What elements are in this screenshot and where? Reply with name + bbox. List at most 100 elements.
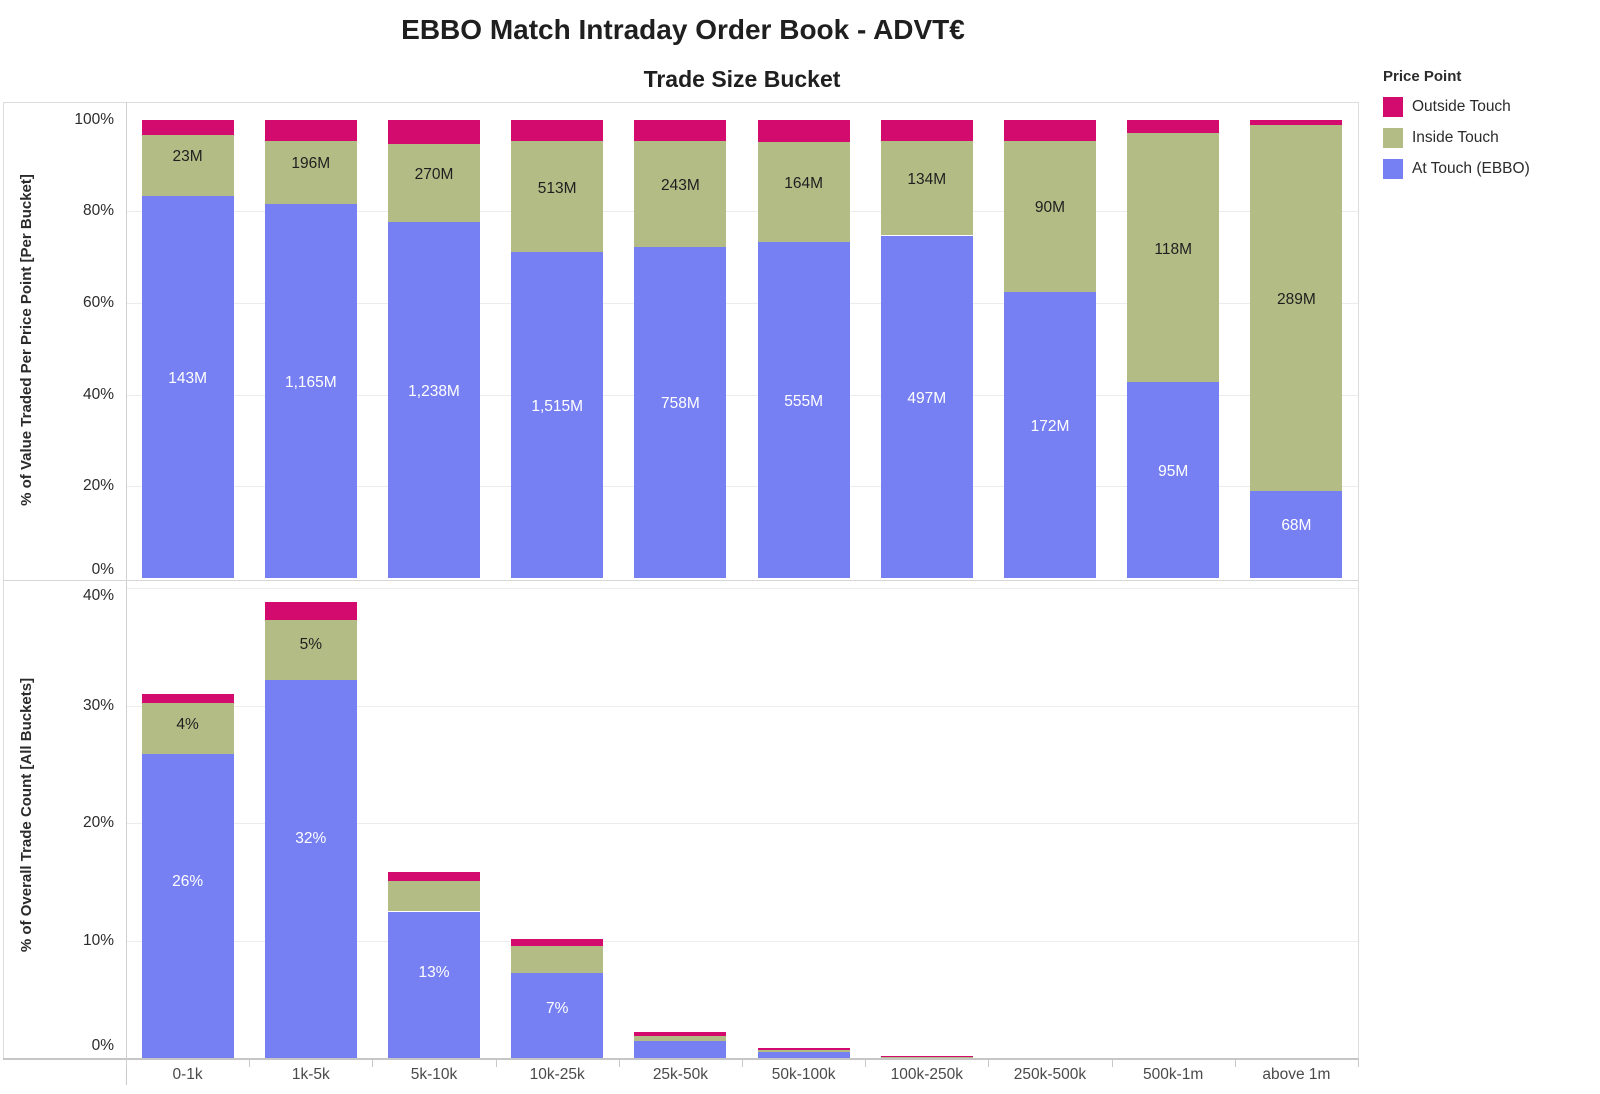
y-axis-line bbox=[126, 102, 127, 1066]
bar-segment-at_touch[interactable] bbox=[388, 222, 480, 578]
bar-value-label: 68M bbox=[1281, 517, 1312, 535]
bar-segment-outside[interactable] bbox=[511, 119, 604, 142]
bar-segment-at_touch[interactable] bbox=[264, 204, 357, 578]
y-tick-label: 0% bbox=[91, 1037, 114, 1054]
legend-item-label: Inside Touch bbox=[1412, 129, 1499, 146]
axis-tick bbox=[1235, 1059, 1236, 1067]
x-category-label: 10k-25k bbox=[529, 1066, 585, 1083]
bar-segment-at_touch[interactable] bbox=[634, 1040, 727, 1059]
bar-segment-inside[interactable] bbox=[388, 143, 480, 223]
y-tick-label: 60% bbox=[82, 293, 114, 311]
bar-segment-inside[interactable] bbox=[141, 134, 234, 197]
legend-item-outside[interactable]: Outside Touch bbox=[1383, 97, 1530, 117]
legend-item-inside[interactable]: Inside Touch bbox=[1383, 128, 1530, 148]
bar-segment-inside[interactable] bbox=[634, 1035, 727, 1041]
axis-tick bbox=[1358, 1059, 1359, 1067]
bar-value-label: 164M bbox=[784, 175, 823, 193]
legend-swatch-inside bbox=[1383, 128, 1403, 148]
x-axis-line bbox=[3, 1058, 1359, 1060]
bar-value-label: 1,238M bbox=[408, 383, 460, 401]
y-tick-label: 0% bbox=[91, 561, 114, 578]
bar-segment-inside[interactable] bbox=[1250, 125, 1343, 491]
bar-segment-outside[interactable] bbox=[634, 119, 727, 141]
bar-value-label: 196M bbox=[291, 155, 331, 173]
bar-segment-at_touch[interactable] bbox=[880, 235, 973, 578]
bar-segment-at_touch[interactable] bbox=[388, 911, 480, 1059]
bar-segment-outside[interactable] bbox=[1004, 119, 1096, 142]
legend-items: Outside Touch Inside Touch At Touch (EBBO) bbox=[1383, 97, 1530, 179]
bar-segment-inside[interactable] bbox=[141, 703, 234, 754]
bar-segment-inside[interactable] bbox=[1004, 141, 1096, 292]
plot-border-right bbox=[1358, 102, 1359, 1059]
y-tick-label: 40% bbox=[82, 587, 114, 604]
gridline bbox=[127, 940, 1358, 942]
y-tick-label: 80% bbox=[82, 202, 114, 220]
gridline bbox=[127, 394, 1358, 396]
bar-segment-outside[interactable] bbox=[264, 119, 357, 141]
legend-item-at_touch[interactable]: At Touch (EBBO) bbox=[1383, 159, 1530, 179]
bar-segment-inside[interactable] bbox=[757, 1049, 850, 1053]
bar-segment-outside[interactable] bbox=[1127, 119, 1220, 134]
bar-value-label: 758M bbox=[661, 395, 700, 413]
bar-segment-outside[interactable] bbox=[141, 693, 234, 704]
bar-segment-inside[interactable] bbox=[1127, 133, 1220, 382]
axis-tick bbox=[742, 1059, 743, 1067]
x-category-label: 25k-50k bbox=[652, 1066, 708, 1083]
axis-tick bbox=[496, 1059, 497, 1067]
plot-border-top bbox=[3, 102, 1358, 103]
bar-segment-at_touch[interactable] bbox=[757, 242, 850, 578]
bar-segment-at_touch[interactable] bbox=[511, 972, 604, 1059]
bar-segment-inside[interactable] bbox=[264, 140, 357, 205]
bar-segment-outside[interactable] bbox=[1250, 119, 1343, 126]
bar-segment-at_touch[interactable] bbox=[634, 246, 727, 578]
bar-segment-outside[interactable] bbox=[264, 602, 357, 620]
bar-value-label: 90M bbox=[1034, 199, 1066, 217]
x-axis-title: Trade Size Bucket bbox=[643, 66, 841, 92]
bar-segment-outside[interactable] bbox=[880, 1055, 973, 1057]
bar-segment-at_touch[interactable] bbox=[1127, 381, 1220, 578]
bar-segment-inside[interactable] bbox=[388, 880, 480, 912]
y-tick-label: 30% bbox=[82, 696, 114, 714]
bar-value-label: 32% bbox=[295, 829, 327, 847]
y-tick-label: 40% bbox=[82, 385, 114, 403]
bar-segment-inside[interactable] bbox=[511, 945, 604, 973]
x-category-label: 1k-5k bbox=[291, 1066, 330, 1083]
bar-segment-at_touch[interactable] bbox=[511, 252, 604, 578]
bar-value-label: 513M bbox=[537, 179, 577, 197]
bar-segment-at_touch[interactable] bbox=[264, 679, 357, 1059]
bar-value-label: 270M bbox=[414, 166, 454, 183]
x-category-label: 0-1k bbox=[172, 1066, 203, 1083]
bar-value-label: 13% bbox=[418, 964, 450, 982]
y-tick-label: 20% bbox=[82, 477, 114, 495]
panel-separator-line bbox=[3, 580, 1358, 581]
bar-segment-at_touch[interactable] bbox=[1004, 291, 1096, 578]
bar-segment-outside[interactable] bbox=[634, 1032, 727, 1036]
x-category-label: 250k-500k bbox=[1013, 1066, 1087, 1083]
bar-segment-inside[interactable] bbox=[757, 141, 850, 243]
bar-segment-at_touch[interactable] bbox=[1250, 490, 1343, 578]
bar-segment-inside[interactable] bbox=[880, 1056, 973, 1058]
bar-value-label: 7% bbox=[545, 999, 569, 1017]
bar-segment-at_touch[interactable] bbox=[141, 196, 234, 578]
bar-value-label: 4% bbox=[176, 715, 199, 733]
legend-item-label: At Touch (EBBO) bbox=[1412, 160, 1530, 177]
x-category-label: above 1m bbox=[1262, 1066, 1331, 1083]
bar-segment-inside[interactable] bbox=[634, 140, 727, 247]
bar-segment-at_touch[interactable] bbox=[141, 753, 234, 1059]
chart-title: EBBO Match Intraday Order Book - ADVT€ bbox=[401, 14, 965, 45]
bar-segment-outside[interactable] bbox=[757, 1047, 850, 1050]
bar-segment-outside[interactable] bbox=[511, 938, 604, 946]
bar-segment-outside[interactable] bbox=[880, 119, 973, 142]
bar-segment-inside[interactable] bbox=[880, 141, 973, 236]
legend: Price Point Outside Touch Inside Touch At … bbox=[1383, 68, 1530, 190]
bar-segment-inside[interactable] bbox=[264, 619, 357, 680]
gridline bbox=[127, 302, 1358, 304]
bar-segment-at_touch[interactable] bbox=[757, 1052, 850, 1059]
bar-segment-outside[interactable] bbox=[757, 119, 850, 142]
bar-segment-outside[interactable] bbox=[141, 119, 234, 135]
bar-value-label: 118M bbox=[1154, 240, 1192, 258]
bar-segment-outside[interactable] bbox=[388, 119, 480, 144]
bar-segment-outside[interactable] bbox=[388, 871, 480, 881]
bar-value-label: 23M bbox=[172, 148, 203, 166]
bar-segment-inside[interactable] bbox=[511, 141, 604, 253]
